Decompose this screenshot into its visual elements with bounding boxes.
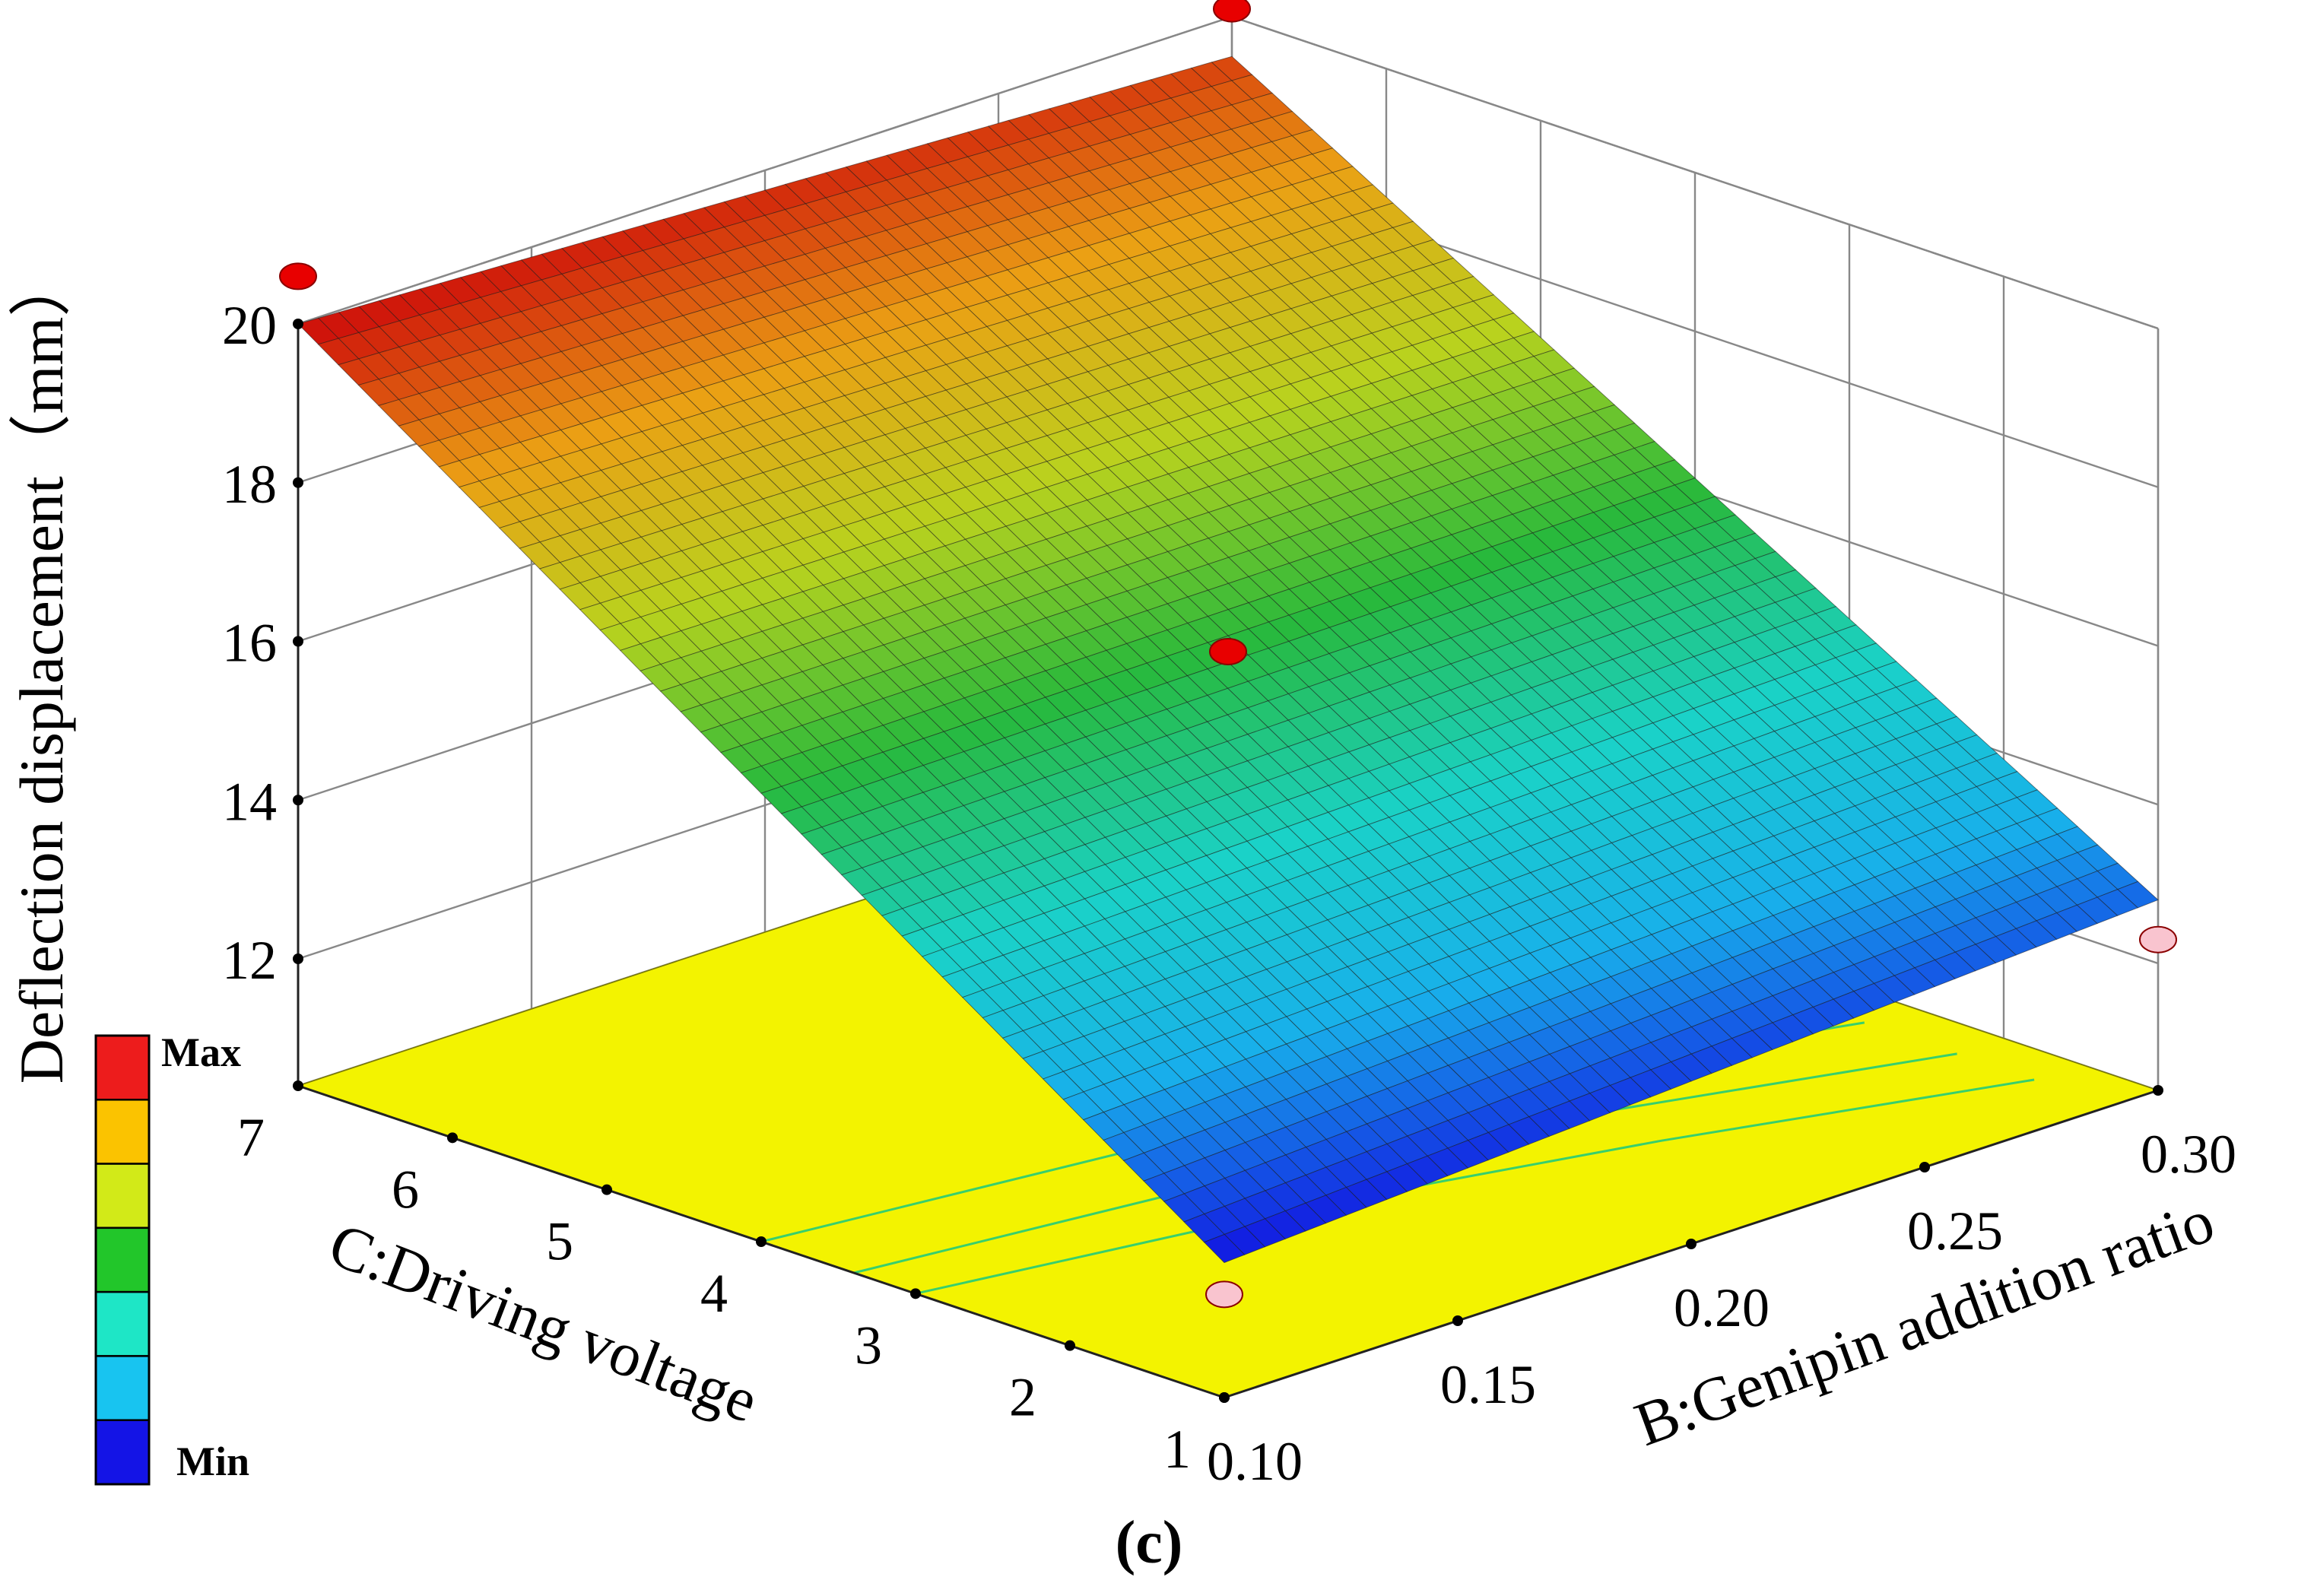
panel-label: (c): [1116, 1509, 1183, 1576]
wall-frame-line: [1231, 15, 2159, 330]
legend-swatch: [94, 1034, 151, 1101]
z-axis-title: Deflection displacement（mm）: [7, 255, 76, 1084]
y-axis-tick: [1065, 1340, 1075, 1351]
y-axis-tick-label: 6: [392, 1159, 419, 1220]
legend-min-label: Min: [176, 1439, 249, 1484]
z-axis-tick: [293, 319, 303, 329]
legend-swatch: [94, 1226, 151, 1293]
z-axis-tick: [293, 477, 303, 488]
surface-facet: [1203, 1233, 1246, 1264]
x-axis-tick-labels: 0.10 0.15 0.20 0.25 0.30: [1207, 1124, 2236, 1492]
y-axis-tick: [447, 1132, 458, 1144]
x-axis-tick: [1686, 1239, 1697, 1249]
y-axis-tick: [293, 1080, 303, 1091]
y-axis-tick: [756, 1236, 767, 1247]
design-point: [2139, 925, 2177, 953]
z-axis-tick-label: 18: [222, 454, 277, 515]
x-axis-tick: [1919, 1162, 1930, 1172]
z-axis-tick: [293, 636, 303, 647]
x-axis-tick-label: 0.20: [1674, 1277, 1770, 1338]
x-axis-tick-label: 0.30: [2141, 1124, 2236, 1185]
y-axis-tick-label: 2: [1009, 1367, 1036, 1428]
floor-contour-line: [915, 1078, 2035, 1295]
legend-swatch: [94, 1163, 151, 1230]
color-legend: Max Min: [94, 1030, 249, 1486]
y-axis-tick-label: 1: [1163, 1419, 1191, 1480]
design-point: [1205, 1280, 1243, 1309]
legend-swatches: [94, 1034, 151, 1486]
design-point: [1213, 0, 1251, 23]
z-axis-tick-label: 14: [222, 771, 277, 832]
legend-frame: [94, 1034, 151, 1486]
x-axis-tick: [2153, 1085, 2163, 1096]
y-axis-tick: [910, 1288, 921, 1299]
z-axis-tick: [293, 953, 303, 964]
y-axis-tick: [601, 1184, 612, 1195]
z-axis-tick-label: 16: [222, 613, 277, 674]
z-axis-tick-label: 12: [222, 930, 277, 991]
y-axis-tick-label: 7: [237, 1107, 265, 1168]
legend-swatch: [94, 1290, 151, 1357]
y-axis-tick-label: 4: [700, 1263, 728, 1324]
x-axis-tick: [1219, 1392, 1230, 1403]
wall-frame-line: [297, 15, 1233, 325]
design-point: [1209, 637, 1247, 665]
legend-swatch: [94, 1355, 151, 1421]
x-axis-tick-label: 0.15: [1440, 1354, 1536, 1415]
legend-swatch: [94, 1099, 151, 1165]
z-axis-tick: [293, 795, 303, 806]
design-points: [279, 0, 2177, 1309]
design-point: [279, 262, 317, 290]
x-axis-tick-label: 0.25: [1907, 1201, 2003, 1261]
y-axis-tick-label: 5: [546, 1211, 573, 1272]
axis-lines: [293, 319, 2163, 1403]
legend-swatch: [94, 1419, 151, 1486]
z-axis-tick-label: 20: [222, 295, 277, 356]
z-axis-tick-labels: 12 14 16 18 20: [222, 295, 277, 991]
y-axis-tick-labels: 1 2 3 4 5 6 7: [237, 1107, 1191, 1480]
y-axis-tick-label: 3: [855, 1315, 882, 1375]
legend-max-label: Max: [161, 1030, 241, 1075]
response-surface: [297, 56, 2159, 1264]
x-axis-tick-label: 0.10: [1207, 1431, 1303, 1492]
x-axis-tick: [1452, 1315, 1463, 1326]
